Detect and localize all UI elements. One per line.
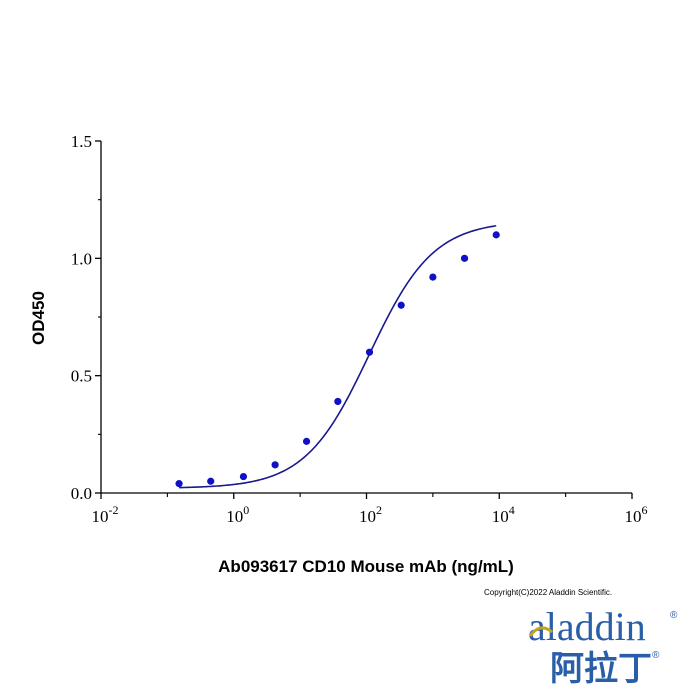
x-tick-label: 100 <box>226 503 249 526</box>
aladdin-logo: aladdin ® 阿拉丁 ® <box>528 604 678 689</box>
x-tick-label: 10-2 <box>92 503 119 526</box>
data-point <box>302 437 311 445</box>
fit-curve-layer <box>179 224 497 489</box>
data-point <box>492 231 500 239</box>
fit-curve-line <box>179 224 497 489</box>
data-point <box>239 472 248 481</box>
data-point <box>429 273 437 281</box>
logo-wordmark: aladdin <box>528 604 646 649</box>
logo-chinese-registered-mark: ® <box>652 650 660 661</box>
y-tick-label: 1.0 <box>71 249 92 268</box>
logo-registered-mark: ® <box>670 610 678 621</box>
y-tick-label: 0.0 <box>71 484 92 503</box>
y-axis-label: OD450 <box>29 291 48 345</box>
data-point <box>334 397 342 406</box>
data-point <box>460 254 469 262</box>
logo-accent-swoosh <box>528 626 553 637</box>
data-point <box>397 301 405 309</box>
data-point <box>365 348 374 356</box>
copyright-text: Copyright(C)2022 Aladdin Scientific. <box>484 588 613 597</box>
data-point <box>175 480 183 488</box>
y-tick-label: 1.5 <box>71 132 92 151</box>
data-points <box>175 231 500 488</box>
y-tick-label: 0.5 <box>71 367 92 386</box>
x-tick-label: 104 <box>492 503 515 526</box>
logo-chinese: 阿拉丁 <box>550 649 652 689</box>
x-tick-label: 102 <box>359 503 382 526</box>
x-tick-label: 106 <box>625 503 648 526</box>
data-point <box>271 461 279 469</box>
x-axis-label: Ab093617 CD10 Mouse mAb (ng/mL) <box>218 557 514 576</box>
axes: 0.0 0.5 1.0 1.5 10-2 100 102 104 106 <box>71 132 648 526</box>
data-point <box>207 477 215 485</box>
